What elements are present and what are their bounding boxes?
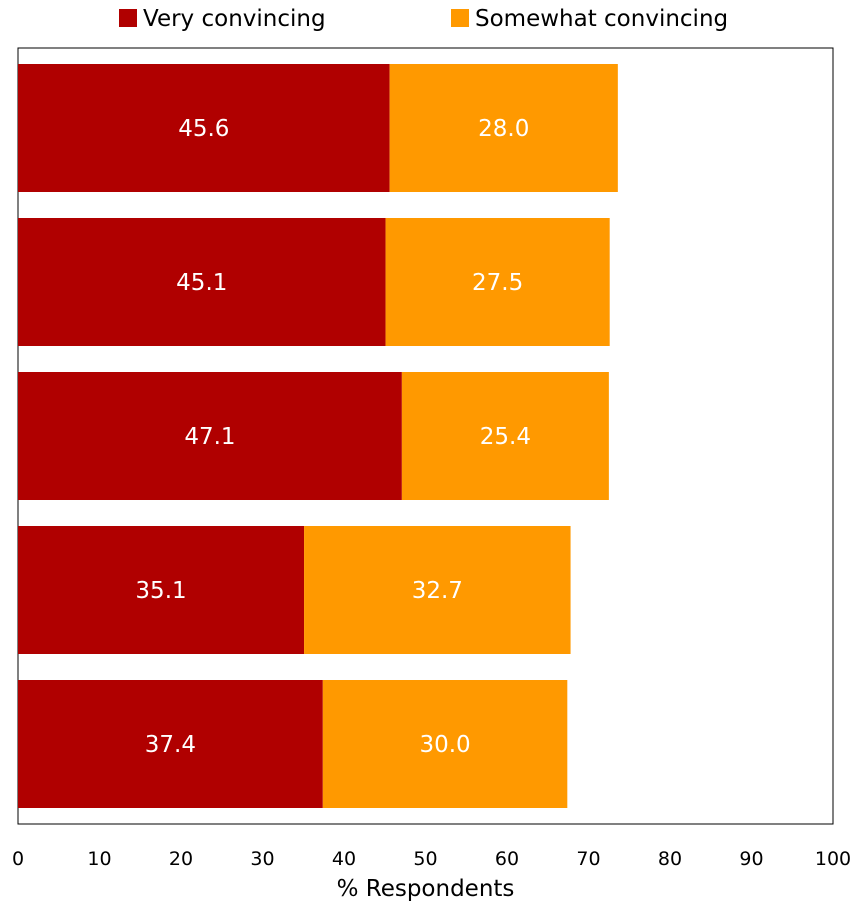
- x-tick-label: 70: [576, 848, 600, 870]
- x-axis-title: % Respondents: [337, 876, 515, 902]
- bar-value-labels: 45.6 28.0 45.1 27.5 47.1 25.4 35.1 32.7 37.4 30.0: [135, 116, 531, 758]
- legend-swatch-somewhat-convincing: [451, 9, 469, 27]
- legend-swatch-very-convincing: [119, 9, 137, 27]
- bar-very-convincing-5: [18, 680, 323, 808]
- bar-value-label: 35.1: [135, 578, 186, 604]
- x-tick-label: 90: [739, 848, 763, 870]
- legend: Very convincing Somewhat convincing: [119, 6, 728, 32]
- x-tick-label: 100: [815, 848, 851, 870]
- bar-somewhat-convincing-1: [389, 64, 618, 192]
- bar-somewhat-convincing-5: [322, 680, 568, 808]
- bars: [18, 64, 618, 808]
- bar-somewhat-convincing-4: [304, 526, 571, 654]
- bar-value-label: 25.4: [480, 424, 531, 450]
- x-axis-ticks: 0 10 20 30 40 50 60 70 80 90 100: [12, 848, 851, 870]
- x-tick-label: 30: [250, 848, 274, 870]
- x-tick-label: 60: [495, 848, 519, 870]
- bar-very-convincing-2: [18, 218, 386, 346]
- bar-value-label: 30.0: [419, 732, 470, 758]
- bar-value-label: 28.0: [478, 116, 529, 142]
- bar-value-label: 45.6: [178, 116, 229, 142]
- bar-value-label: 37.4: [145, 732, 196, 758]
- bar-value-label: 45.1: [176, 270, 227, 296]
- bar-very-convincing-3: [18, 372, 402, 500]
- x-tick-label: 80: [658, 848, 682, 870]
- bar-value-label: 27.5: [472, 270, 523, 296]
- bar-very-convincing-4: [18, 526, 305, 654]
- x-tick-label: 40: [332, 848, 356, 870]
- legend-label-very-convincing: Very convincing: [143, 6, 326, 32]
- legend-label-somewhat-convincing: Somewhat convincing: [475, 6, 728, 32]
- bar-value-label: 47.1: [184, 424, 235, 450]
- x-tick-label: 10: [87, 848, 111, 870]
- bar-value-label: 32.7: [412, 578, 463, 604]
- x-tick-label: 20: [169, 848, 193, 870]
- x-tick-label: 0: [12, 848, 24, 870]
- bar-somewhat-convincing-2: [385, 218, 610, 346]
- x-tick-label: 50: [413, 848, 437, 870]
- bar-somewhat-convincing-3: [401, 372, 609, 500]
- bar-very-convincing-1: [18, 64, 390, 192]
